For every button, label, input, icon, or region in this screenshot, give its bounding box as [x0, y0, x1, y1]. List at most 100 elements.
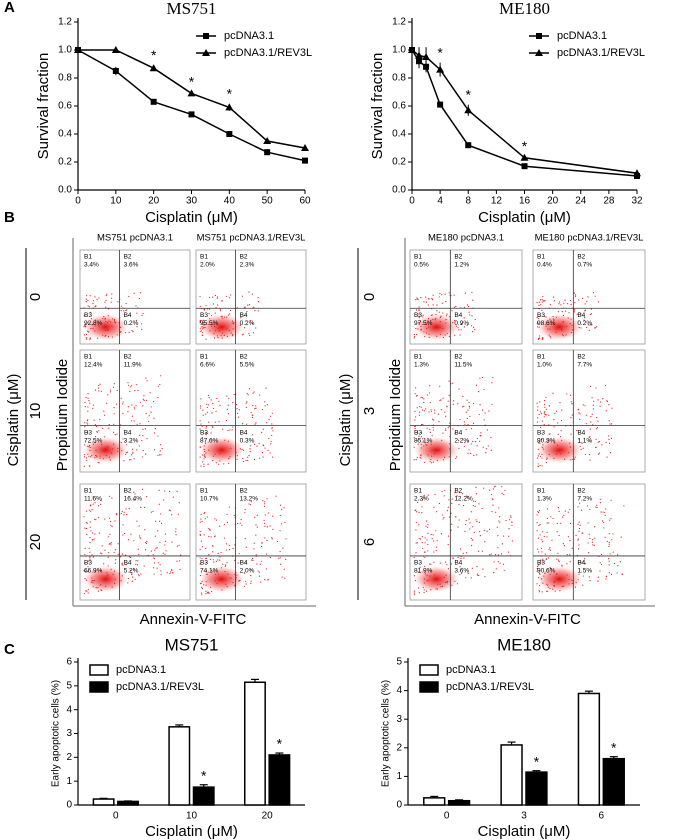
cell-dot — [479, 440, 481, 442]
cell-dot — [233, 514, 235, 516]
cell-dot — [556, 522, 558, 525]
cell-dot — [569, 554, 571, 556]
column-title: MS751 pcDNA3.1 — [97, 233, 173, 244]
cell-dot — [595, 428, 598, 430]
cell-dot — [558, 534, 560, 537]
cell-dot — [539, 442, 541, 444]
cell-dot — [450, 529, 452, 531]
cell-dot — [413, 446, 415, 448]
cell-dot — [103, 414, 106, 416]
cell-dot — [416, 297, 418, 299]
cell-dot — [227, 404, 229, 406]
cell-dot — [229, 309, 232, 312]
cell-dot — [546, 583, 548, 585]
cell-dot — [214, 536, 216, 538]
cell-dot — [214, 580, 216, 582]
x-tick-label: 3 — [521, 811, 527, 822]
cell-dot — [86, 295, 88, 297]
cell-dot — [131, 576, 134, 578]
cell-dot — [164, 490, 166, 492]
cell-dot — [437, 413, 439, 415]
quadrant-value: 90.3% — [537, 437, 556, 444]
cell-dot — [439, 316, 442, 318]
cell-dot — [105, 294, 107, 297]
marker — [520, 153, 529, 161]
cell-dot — [423, 494, 425, 497]
cell-dot — [452, 428, 454, 430]
cell-dot — [556, 558, 558, 560]
cell-dot — [552, 588, 554, 590]
cell-dot — [215, 462, 217, 464]
cell-dot — [608, 560, 610, 562]
cell-dot — [104, 585, 107, 587]
cell-dot — [219, 310, 222, 312]
cell-dot — [491, 498, 493, 500]
cell-dot — [418, 592, 420, 594]
cell-dot — [560, 430, 562, 432]
cell-dot — [107, 536, 109, 538]
cell-dot — [436, 588, 438, 590]
cell-dot — [453, 294, 455, 296]
cell-dot — [205, 304, 207, 307]
cell-dot — [435, 530, 437, 532]
cell-dot — [210, 536, 212, 538]
cell-dot — [591, 397, 593, 399]
cell-dot — [107, 556, 109, 558]
quadrant-value: 2.3% — [414, 496, 429, 503]
quadrant-value: 85.1% — [414, 437, 433, 444]
cell-dot — [428, 333, 430, 335]
cell-dot — [219, 556, 221, 558]
cell-dot — [415, 395, 418, 397]
cell-dot — [430, 409, 432, 411]
cell-dot — [537, 455, 539, 457]
cell-dot — [87, 322, 89, 324]
cell-dot — [107, 335, 110, 338]
cell-dot — [434, 412, 436, 414]
cell-dot — [216, 335, 219, 337]
cell-dot — [485, 452, 487, 454]
cell-dot — [439, 333, 441, 336]
y-tick-label: 1.0 — [58, 45, 72, 56]
cell-dot — [425, 301, 428, 303]
cell-dot — [484, 576, 486, 578]
legend-label: pcDNA3.1/REV3L — [557, 47, 645, 59]
cell-dot — [199, 548, 201, 550]
cell-dot — [450, 563, 453, 565]
cell-dot — [480, 432, 482, 434]
cell-dot — [106, 321, 109, 324]
cell-dot — [423, 301, 425, 303]
cell-dot — [152, 510, 154, 512]
cell-dot — [148, 415, 150, 417]
cell-dot — [84, 323, 86, 325]
marker — [464, 106, 473, 114]
cell-dot — [458, 329, 460, 331]
cell-dot — [568, 583, 570, 585]
cell-dot — [200, 423, 202, 425]
cell-dot — [251, 559, 253, 561]
cell-dot — [447, 400, 449, 402]
quadrant-name: B2 — [454, 254, 462, 261]
cell-dot — [424, 565, 426, 568]
cell-dot — [555, 453, 558, 455]
cell-dot — [438, 296, 440, 298]
cell-dot — [132, 331, 134, 333]
cell-dot — [471, 325, 473, 327]
cell-dot — [570, 401, 572, 403]
cell-dot — [246, 392, 248, 395]
cell-dot — [571, 582, 573, 585]
cell-dot — [205, 569, 207, 572]
cell-dot — [536, 530, 538, 532]
x-tick-label: 28 — [603, 196, 615, 207]
cell-dot — [108, 320, 110, 322]
cell-dot — [424, 537, 426, 539]
cell-dot — [432, 304, 434, 306]
cell-dot — [138, 575, 140, 577]
cell-dot — [569, 522, 572, 525]
cell-dot — [130, 454, 133, 456]
cell-dot — [201, 588, 203, 590]
cell-dot — [139, 401, 142, 403]
cell-dot — [256, 514, 258, 516]
cell-dot — [439, 321, 441, 323]
cell-dot — [608, 564, 610, 566]
cell-dot — [108, 329, 110, 331]
